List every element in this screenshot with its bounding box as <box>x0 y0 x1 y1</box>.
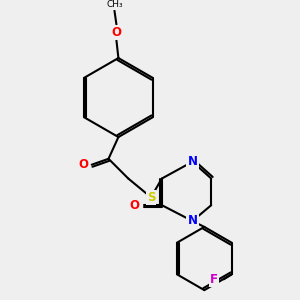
Text: S: S <box>147 191 155 204</box>
Text: CH₃: CH₃ <box>106 0 123 9</box>
Text: N: N <box>188 214 197 227</box>
Text: O: O <box>129 199 139 212</box>
Text: N: N <box>188 155 197 168</box>
Text: O: O <box>111 26 122 39</box>
Text: F: F <box>210 273 218 286</box>
Text: O: O <box>79 158 89 171</box>
